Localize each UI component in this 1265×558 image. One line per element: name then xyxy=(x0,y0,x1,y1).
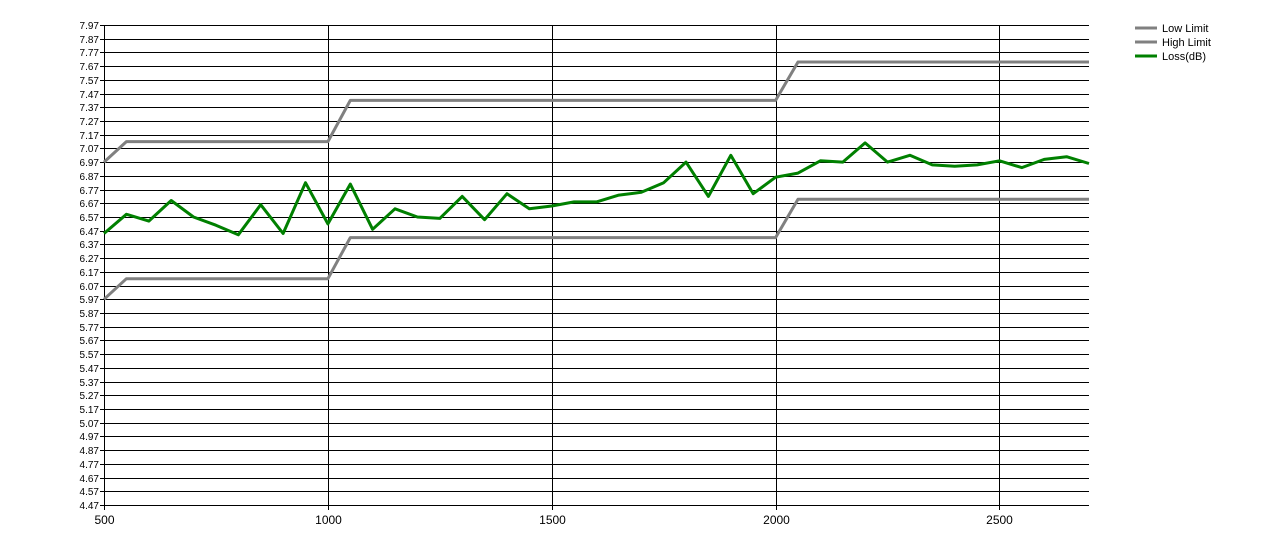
y-tick-label: 4.67 xyxy=(80,474,100,485)
y-tick-label: 4.57 xyxy=(80,487,100,498)
y-tick-label: 5.57 xyxy=(80,350,100,361)
y-tick-label: 7.37 xyxy=(80,103,100,114)
y-tick-label: 7.47 xyxy=(80,90,100,101)
legend-label: Loss(dB) xyxy=(1162,51,1206,63)
legend: Low Limit High Limit Loss(dB) xyxy=(1135,23,1211,63)
series-line-loss-db xyxy=(103,141,1090,237)
series-line-high-limit xyxy=(102,60,1089,164)
y-tick-label: 6.47 xyxy=(80,227,100,238)
y-tick-label: 6.07 xyxy=(80,282,100,293)
x-tick-label: 2000 xyxy=(763,513,790,527)
y-tick-label: 7.77 xyxy=(80,48,100,59)
y-tick-label: 6.77 xyxy=(80,186,100,197)
x-tick-label: 500 xyxy=(94,513,114,527)
y-axis-tick-labels: 7.97 7.87 7.77 7.67 7.57 7.47 7.37 7.27 7.17 7.07… xyxy=(80,21,100,512)
y-tick-label: 5.87 xyxy=(80,309,100,320)
y-tick-label: 6.87 xyxy=(80,172,100,183)
y-tick-label: 4.97 xyxy=(80,432,100,443)
y-tick-label: 7.27 xyxy=(80,117,100,128)
y-tick-label: 4.47 xyxy=(80,501,100,512)
series-line-low-limit xyxy=(102,197,1089,301)
x-tick-label: 1000 xyxy=(315,513,342,527)
y-tick-label: 7.57 xyxy=(80,76,100,87)
y-tick-label: 5.77 xyxy=(80,323,100,334)
vertical-gridlines xyxy=(104,25,1000,510)
y-tick-label: 5.97 xyxy=(80,295,100,306)
y-tick-label: 5.07 xyxy=(80,419,100,430)
legend-label: Low Limit xyxy=(1162,23,1208,35)
y-tick-label: 7.97 xyxy=(80,21,100,32)
plot-axes xyxy=(100,25,1089,510)
x-tick-label: 2500 xyxy=(986,513,1013,527)
y-tick-label: 5.27 xyxy=(80,391,100,402)
y-tick-label: 7.17 xyxy=(80,131,100,142)
y-tick-label: 6.27 xyxy=(80,254,100,265)
series-lines xyxy=(102,60,1090,301)
legend-label: High Limit xyxy=(1162,37,1211,49)
y-tick-label: 4.77 xyxy=(80,460,100,471)
y-tick-label: 6.37 xyxy=(80,240,100,251)
y-tick-label: 7.67 xyxy=(80,62,100,73)
x-tick-label: 1500 xyxy=(539,513,566,527)
y-tick-label: 5.47 xyxy=(80,364,100,375)
y-tick-label: 7.87 xyxy=(80,35,100,46)
y-tick-label: 5.37 xyxy=(80,378,100,389)
horizontal-gridlines xyxy=(100,25,1089,506)
y-tick-label: 6.57 xyxy=(80,213,100,224)
y-tick-label: 6.67 xyxy=(80,199,100,210)
y-tick-label: 6.17 xyxy=(80,268,100,279)
y-tick-label: 5.67 xyxy=(80,336,100,347)
x-axis-tick-labels: 500 1000 1500 2000 2500 xyxy=(94,513,1013,527)
y-tick-label: 4.87 xyxy=(80,446,100,457)
y-tick-label: 5.17 xyxy=(80,405,100,416)
y-tick-label: 6.97 xyxy=(80,158,100,169)
y-tick-label: 7.07 xyxy=(80,144,100,155)
